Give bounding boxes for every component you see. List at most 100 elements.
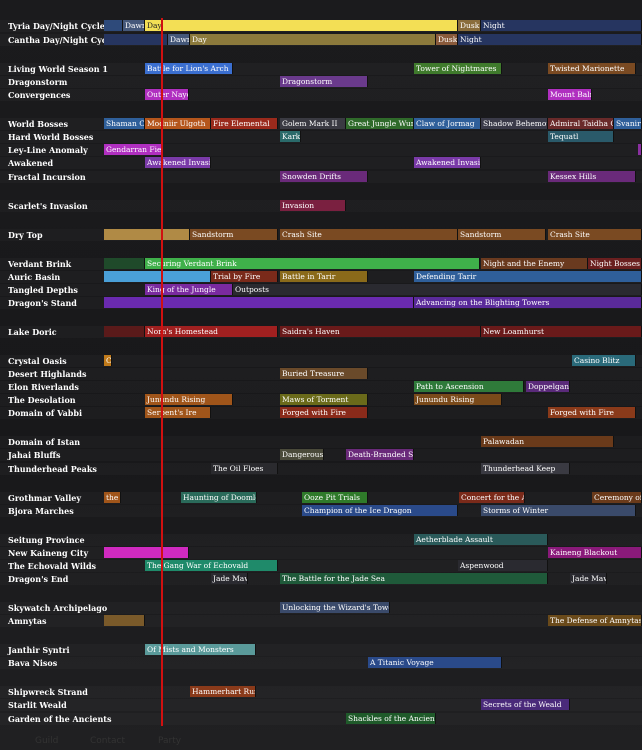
event-bar[interactable]: Sandstorm — [190, 229, 278, 240]
event-bar[interactable]: Admiral Taidha Covington — [548, 118, 614, 129]
event-bar[interactable]: Battle in Tarir — [280, 271, 368, 282]
event-bar[interactable]: Champion of the Ice Dragon — [302, 505, 458, 516]
event-bar[interactable]: Kaineng Blackout — [548, 547, 642, 558]
event-bar[interactable]: The Battle for the Jade Sea — [280, 573, 548, 584]
event-bar[interactable]: Awakened Invasion — [145, 157, 211, 168]
event-bar[interactable]: Saidra's Haven — [280, 326, 481, 337]
event-bar — [104, 615, 145, 626]
event-bar[interactable]: Forged with Fire — [280, 407, 368, 418]
event-bar[interactable]: The Gang War of Echovald — [145, 560, 278, 571]
event-bar[interactable]: Great Jungle Wurm — [346, 118, 414, 129]
event-bar[interactable]: Hammerhart Rumble — [190, 686, 256, 697]
event-bar[interactable]: Of Mists and Monsters — [145, 644, 256, 655]
event-bar[interactable]: Maws of Torment — [280, 394, 368, 405]
event-bar[interactable]: Concert for the Ages — [459, 492, 525, 503]
row-background — [0, 131, 642, 143]
event-bar[interactable]: Casino Blitz — [104, 355, 112, 366]
event-bar[interactable]: Buried Treasure — [280, 368, 368, 379]
event-bar[interactable]: Dawn — [168, 34, 190, 45]
event-bar[interactable]: Shadow Behemoth — [481, 118, 548, 129]
event-bar[interactable]: Shaman Chief — [104, 118, 145, 129]
event-bar[interactable]: Junundu Rising — [414, 394, 502, 405]
event-bar[interactable]: Golem Mark II — [280, 118, 346, 129]
event-bar[interactable]: Death-Branded Shatterer — [346, 449, 414, 460]
event-bar[interactable]: King of the Jungle — [145, 284, 233, 295]
row-background — [0, 657, 642, 669]
event-bar[interactable]: Ooze Pit Trials — [302, 492, 368, 503]
event-bar[interactable]: Karka Queen — [280, 131, 301, 142]
map-label: Elon Riverlands — [8, 382, 79, 392]
event-bar[interactable]: Crash Site — [548, 229, 642, 240]
event-bar[interactable]: A Titanic Voyage — [368, 657, 502, 668]
event-bar[interactable]: Awakened Invasion — [414, 157, 481, 168]
event-bar[interactable]: Securing Verdant Brink — [145, 258, 480, 269]
event-bar[interactable]: Dawn — [123, 20, 145, 31]
map-label: Tangled Depths — [8, 285, 78, 295]
event-bar[interactable]: New Loamhurst — [481, 326, 642, 337]
event-bar[interactable]: Palawadan — [481, 436, 614, 447]
event-bar[interactable]: Invasion — [280, 200, 346, 211]
event-bar[interactable]: Jade Maw — [570, 573, 607, 584]
event-bar[interactable]: Tower of Nightmares — [414, 63, 502, 74]
event-bar[interactable]: Dangerous Prey — [280, 449, 324, 460]
row-background — [0, 144, 642, 156]
event-bar[interactable]: Path to Ascension — [414, 381, 524, 392]
event-bar[interactable]: Aetherblade Assault — [414, 534, 548, 545]
map-label: Tyria Day/Night Cycle — [8, 21, 105, 31]
event-bar[interactable]: Haunting of Doomlore — [181, 492, 257, 503]
event-bar[interactable]: Thunderhead Keep — [481, 463, 570, 474]
event-bar[interactable]: Forged with Fire — [548, 407, 636, 418]
event-bar[interactable]: Dusk — [458, 20, 481, 31]
event-bar[interactable]: Unlocking the Wizard's Tower — [280, 602, 390, 613]
event-bar[interactable]: Jade Maw — [211, 573, 248, 584]
event-bar[interactable]: Outposts — [233, 284, 642, 295]
event-bar[interactable]: Advancing on the Blighting Towers — [414, 297, 642, 308]
event-bar[interactable]: Claw of Jormag — [414, 118, 481, 129]
event-bar[interactable]: Fire Elemental — [211, 118, 278, 129]
event-bar[interactable]: the Shatterer — [104, 492, 121, 503]
event-bar[interactable]: Night — [481, 20, 642, 31]
event-bar[interactable]: Defending Tarir — [414, 271, 642, 282]
event-bar[interactable]: Day — [190, 34, 436, 45]
map-label: Fractal Incursion — [8, 172, 86, 182]
event-bar[interactable]: Night — [458, 34, 642, 45]
event-bar[interactable]: Crash Site — [280, 229, 458, 240]
event-bar[interactable]: Norn's Homestead — [145, 326, 278, 337]
event-bar[interactable]: Outer Nayos — [145, 89, 189, 100]
footer-link[interactable]: Guild — [35, 736, 59, 746]
map-label: Amnytas — [8, 616, 47, 626]
event-bar[interactable]: Night Bosses — [588, 258, 642, 269]
event-bar[interactable]: Tequatl — [548, 131, 614, 142]
event-bar[interactable]: Sandstorm — [458, 229, 546, 240]
event-bar[interactable]: Casino Blitz — [572, 355, 636, 366]
event-bar[interactable]: Snowden Drifts — [280, 171, 368, 182]
event-bar[interactable]: Modniir Ulgoth — [145, 118, 211, 129]
event-bar[interactable]: Battle for Lion's Arch — [145, 63, 233, 74]
event-bar[interactable]: Ceremony of the Acolytes — [592, 492, 642, 503]
event-bar — [104, 547, 189, 558]
event-bar[interactable]: Secrets of the Weald — [481, 699, 570, 710]
event-bar[interactable]: Day — [145, 20, 458, 31]
event-bar[interactable]: Kessex Hills — [548, 171, 636, 182]
event-bar[interactable]: Junundu Rising — [145, 394, 233, 405]
event-bar[interactable]: Serpent's Ire — [145, 407, 211, 418]
event-bar[interactable]: Doppelganger — [526, 381, 570, 392]
map-label: Skywatch Archipelago — [8, 603, 108, 613]
event-bar[interactable]: Storms of Winter — [481, 505, 636, 516]
event-bar[interactable]: Trial by Fire — [211, 271, 278, 282]
event-bar[interactable]: Twisted Marionette — [548, 63, 636, 74]
footer-link[interactable]: Party — [158, 736, 182, 746]
event-bar[interactable]: Gendarran Fields — [104, 144, 162, 155]
event-bar[interactable]: Shackles of the Ancients — [346, 713, 436, 724]
event-bar[interactable]: Svanir Shaman Chief — [614, 118, 642, 129]
event-bar[interactable]: Night and the Enemy — [481, 258, 588, 269]
footer-link[interactable]: Contact — [90, 736, 126, 746]
event-bar[interactable]: The Defense of Amnytas — [548, 615, 642, 626]
event-bar[interactable]: Aspenwood — [458, 560, 548, 571]
event-bar[interactable]: Dusk — [436, 34, 458, 45]
row-background — [0, 615, 642, 627]
event-bar[interactable]: Mount Balrior — [548, 89, 592, 100]
event-bar[interactable]: Dragonstorm — [280, 76, 368, 87]
event-bar[interactable]: The Oil Floes — [211, 463, 278, 474]
